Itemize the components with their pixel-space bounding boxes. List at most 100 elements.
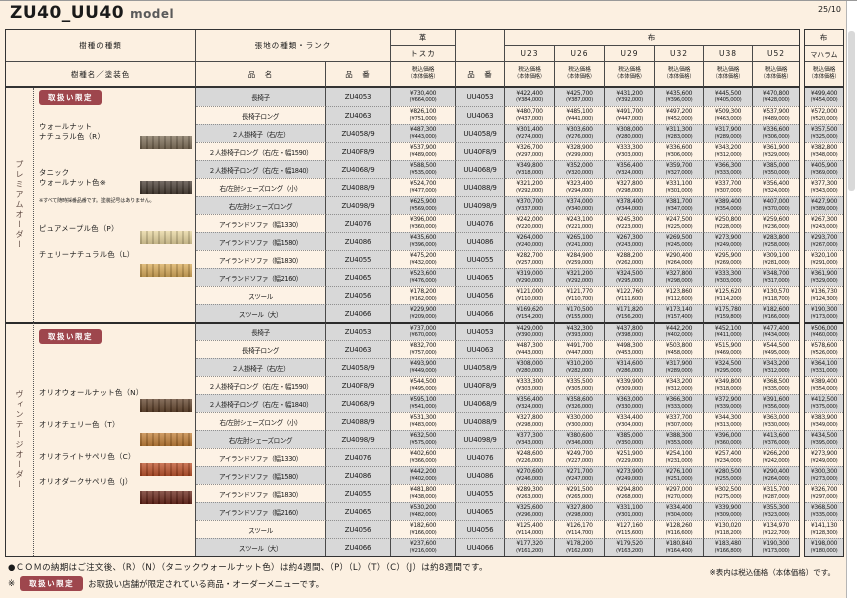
price-cell-u2: ¥249,700 (¥227,000) (555, 448, 605, 466)
wood-color-label: タニック ウォールナット色※ (39, 168, 107, 188)
price-cell-u1: ¥282,700 (¥257,000) (505, 250, 555, 268)
scrollbar[interactable] (846, 1, 857, 598)
price-cell-maharam: ¥499,400 (¥454,000) (805, 88, 843, 106)
price-cell-u3: ¥171,820 (¥156,200) (605, 304, 655, 322)
price-cell-u1: ¥325,600 (¥296,000) (505, 502, 555, 520)
price-cell-u4: ¥366,300 (¥333,000) (655, 394, 704, 412)
price-cell-u3: ¥251,900 (¥229,000) (605, 448, 655, 466)
price-cell-u4: ¥327,800 (¥298,000) (655, 268, 704, 286)
price-cell-u5: ¥302,500 (¥275,000) (704, 484, 753, 502)
wood-color-label: オリオウォールナット色（N） (39, 388, 144, 397)
price-cell-tosca: ¥402,600 (¥366,000) (391, 448, 456, 466)
product-code-zu-cell: ZU4058/9 (326, 358, 391, 376)
price-cell-u2: ¥358,600 (¥326,000) (555, 394, 605, 412)
header-price-maharam: 税込価格 （本体価格） (805, 62, 843, 88)
product-code-zu-cell: ZU4076 (326, 448, 391, 466)
price-cell-maharam: ¥326,700 (¥297,000) (805, 484, 843, 502)
product-code-zu-cell: ZU4058/9 (326, 124, 391, 142)
product-code-zu-cell: ZU4053 (326, 88, 391, 106)
price-cell-maharam: ¥377,300 (¥343,000) (805, 178, 843, 196)
price-cell-maharam: ¥578,600 (¥526,000) (805, 340, 843, 358)
price-cell-u6: ¥315,700 (¥287,000) (753, 484, 799, 502)
wood-swatch (140, 264, 192, 277)
price-cell-u5: ¥344,300 (¥313,000) (704, 412, 753, 430)
product-code-zu-cell: ZU4063 (326, 106, 391, 124)
wood-swatch (140, 463, 192, 476)
price-cell-u2: ¥485,100 (¥441,000) (555, 106, 605, 124)
price-cell-u6: ¥259,600 (¥236,000) (753, 214, 799, 232)
price-cell-u4: ¥334,400 (¥304,000) (655, 502, 704, 520)
price-cell-maharam: ¥368,500 (¥335,000) (805, 502, 843, 520)
price-cell-u5: ¥257,400 (¥234,000) (704, 448, 753, 466)
price-cell-maharam: ¥405,900 (¥369,000) (805, 160, 843, 178)
price-cell-u3: ¥498,300 (¥453,000) (605, 340, 655, 358)
price-cell-tosca: ¥826,100 (¥751,000) (391, 106, 456, 124)
product-name-cell: ２人掛椅子ロング（右/左・幅1840） (196, 394, 326, 412)
price-cell-u4: ¥336,600 (¥306,000) (655, 142, 704, 160)
price-cell-u2: ¥352,000 (¥320,000) (555, 160, 605, 178)
price-cell-u4: ¥381,700 (¥347,000) (655, 196, 704, 214)
price-cell-u5: ¥280,500 (¥255,000) (704, 466, 753, 484)
product-code-zu-cell: ZU4086 (326, 466, 391, 484)
price-table: 樹種の種類 張地の種類・ランク 革 トスカ 布 U23 U26 U29 U32 … (5, 29, 844, 557)
product-code-uu-cell: UU4053 (456, 322, 505, 340)
price-cell-u2: ¥323,400 (¥294,000) (555, 178, 605, 196)
product-code-uu-cell: UU4086 (456, 232, 505, 250)
price-cell-u2: ¥121,770 (¥110,700) (555, 286, 605, 304)
product-name-cell: 右/左肘シェーズロング (196, 196, 326, 214)
price-cell-u1: ¥177,320 (¥161,200) (505, 538, 555, 556)
price-cell-u6: ¥348,700 (¥317,000) (753, 268, 799, 286)
product-code-zu-cell: ZU4098/9 (326, 196, 391, 214)
price-cell-tosca: ¥537,900 (¥489,000) (391, 142, 456, 160)
price-cell-maharam: ¥300,300 (¥273,000) (805, 466, 843, 484)
header-price-u26: 税込価格 （本体価格） (555, 62, 605, 88)
product-code-uu-cell: UU4098/9 (456, 430, 505, 448)
price-cell-u1: ¥270,600 (¥246,000) (505, 466, 555, 484)
price-cell-tosca: ¥530,200 (¥482,000) (391, 502, 456, 520)
product-code-zu-cell: ZU4055 (326, 250, 391, 268)
price-cell-tosca: ¥625,900 (¥569,000) (391, 196, 456, 214)
header-tree-type: 樹種の種類 (6, 30, 196, 62)
price-cell-tosca: ¥229,900 (¥209,000) (391, 304, 456, 322)
price-cell-u4: ¥311,300 (¥283,000) (655, 124, 704, 142)
price-cell-u4: ¥388,300 (¥353,000) (655, 430, 704, 448)
price-cell-maharam: ¥434,500 (¥395,000) (805, 430, 843, 448)
price-cell-u1: ¥264,000 (¥240,000) (505, 232, 555, 250)
price-cell-maharam: ¥382,800 (¥348,000) (805, 142, 843, 160)
price-cell-u6: ¥266,200 (¥242,000) (753, 448, 799, 466)
wood-color-label: チェリーナチュラル色（L） (39, 250, 135, 259)
order-type-label: プレミアムオーダー (6, 88, 34, 322)
price-cell-u6: ¥190,300 (¥173,000) (753, 538, 799, 556)
header-rank-maharam: マハラム (805, 46, 843, 62)
scrollbar-thumb[interactable] (848, 31, 855, 191)
price-cell-tosca: ¥493,900 (¥449,000) (391, 358, 456, 376)
price-cell-u6: ¥309,100 (¥281,000) (753, 250, 799, 268)
price-cell-u6: ¥290,400 (¥264,000) (753, 466, 799, 484)
price-cell-u2: ¥170,500 (¥155,000) (555, 304, 605, 322)
price-cell-u6: ¥477,400 (¥434,000) (753, 322, 799, 340)
page-number: 25/10 (817, 5, 841, 14)
price-cell-u1: ¥422,400 (¥384,000) (505, 88, 555, 106)
product-code-uu-cell: UU40F8/9 (456, 142, 505, 160)
price-cell-u1: ¥327,800 (¥298,000) (505, 412, 555, 430)
price-cell-tosca: ¥632,500 (¥575,000) (391, 430, 456, 448)
price-cell-u1: ¥308,000 (¥280,000) (505, 358, 555, 376)
price-cell-u3: ¥308,000 (¥280,000) (605, 124, 655, 142)
wood-color-cell: 取扱い限定 オリオウォールナット色（N） オリオチェリー色（T） オリオライトサペリ色… (34, 322, 196, 556)
header-product-name: 品 名 (196, 62, 326, 88)
price-cell-u3: ¥333,300 (¥303,000) (605, 142, 655, 160)
price-cell-u5: ¥130,020 (¥118,200) (704, 520, 753, 538)
price-cell-u6: ¥182,600 (¥166,000) (753, 304, 799, 322)
price-cell-u2: ¥327,800 (¥298,000) (555, 502, 605, 520)
price-cell-tosca: ¥487,300 (¥443,000) (391, 124, 456, 142)
price-cell-u5: ¥343,200 (¥312,000) (704, 142, 753, 160)
header-price-u38: 税込価格 （本体価格） (704, 62, 753, 88)
numbering-note: ※すべて随時採番品番です。塗装記号はありません。 (39, 198, 155, 204)
price-cell-tosca: ¥182,600 (¥166,000) (391, 520, 456, 538)
price-cell-tosca: ¥442,200 (¥402,000) (391, 466, 456, 484)
price-cell-u5: ¥445,500 (¥405,000) (704, 88, 753, 106)
product-name-cell: ２人掛椅子（右/左） (196, 358, 326, 376)
price-cell-u5: ¥366,300 (¥333,000) (704, 160, 753, 178)
price-cell-u5: ¥372,900 (¥339,000) (704, 394, 753, 412)
wood-swatch (140, 433, 192, 446)
